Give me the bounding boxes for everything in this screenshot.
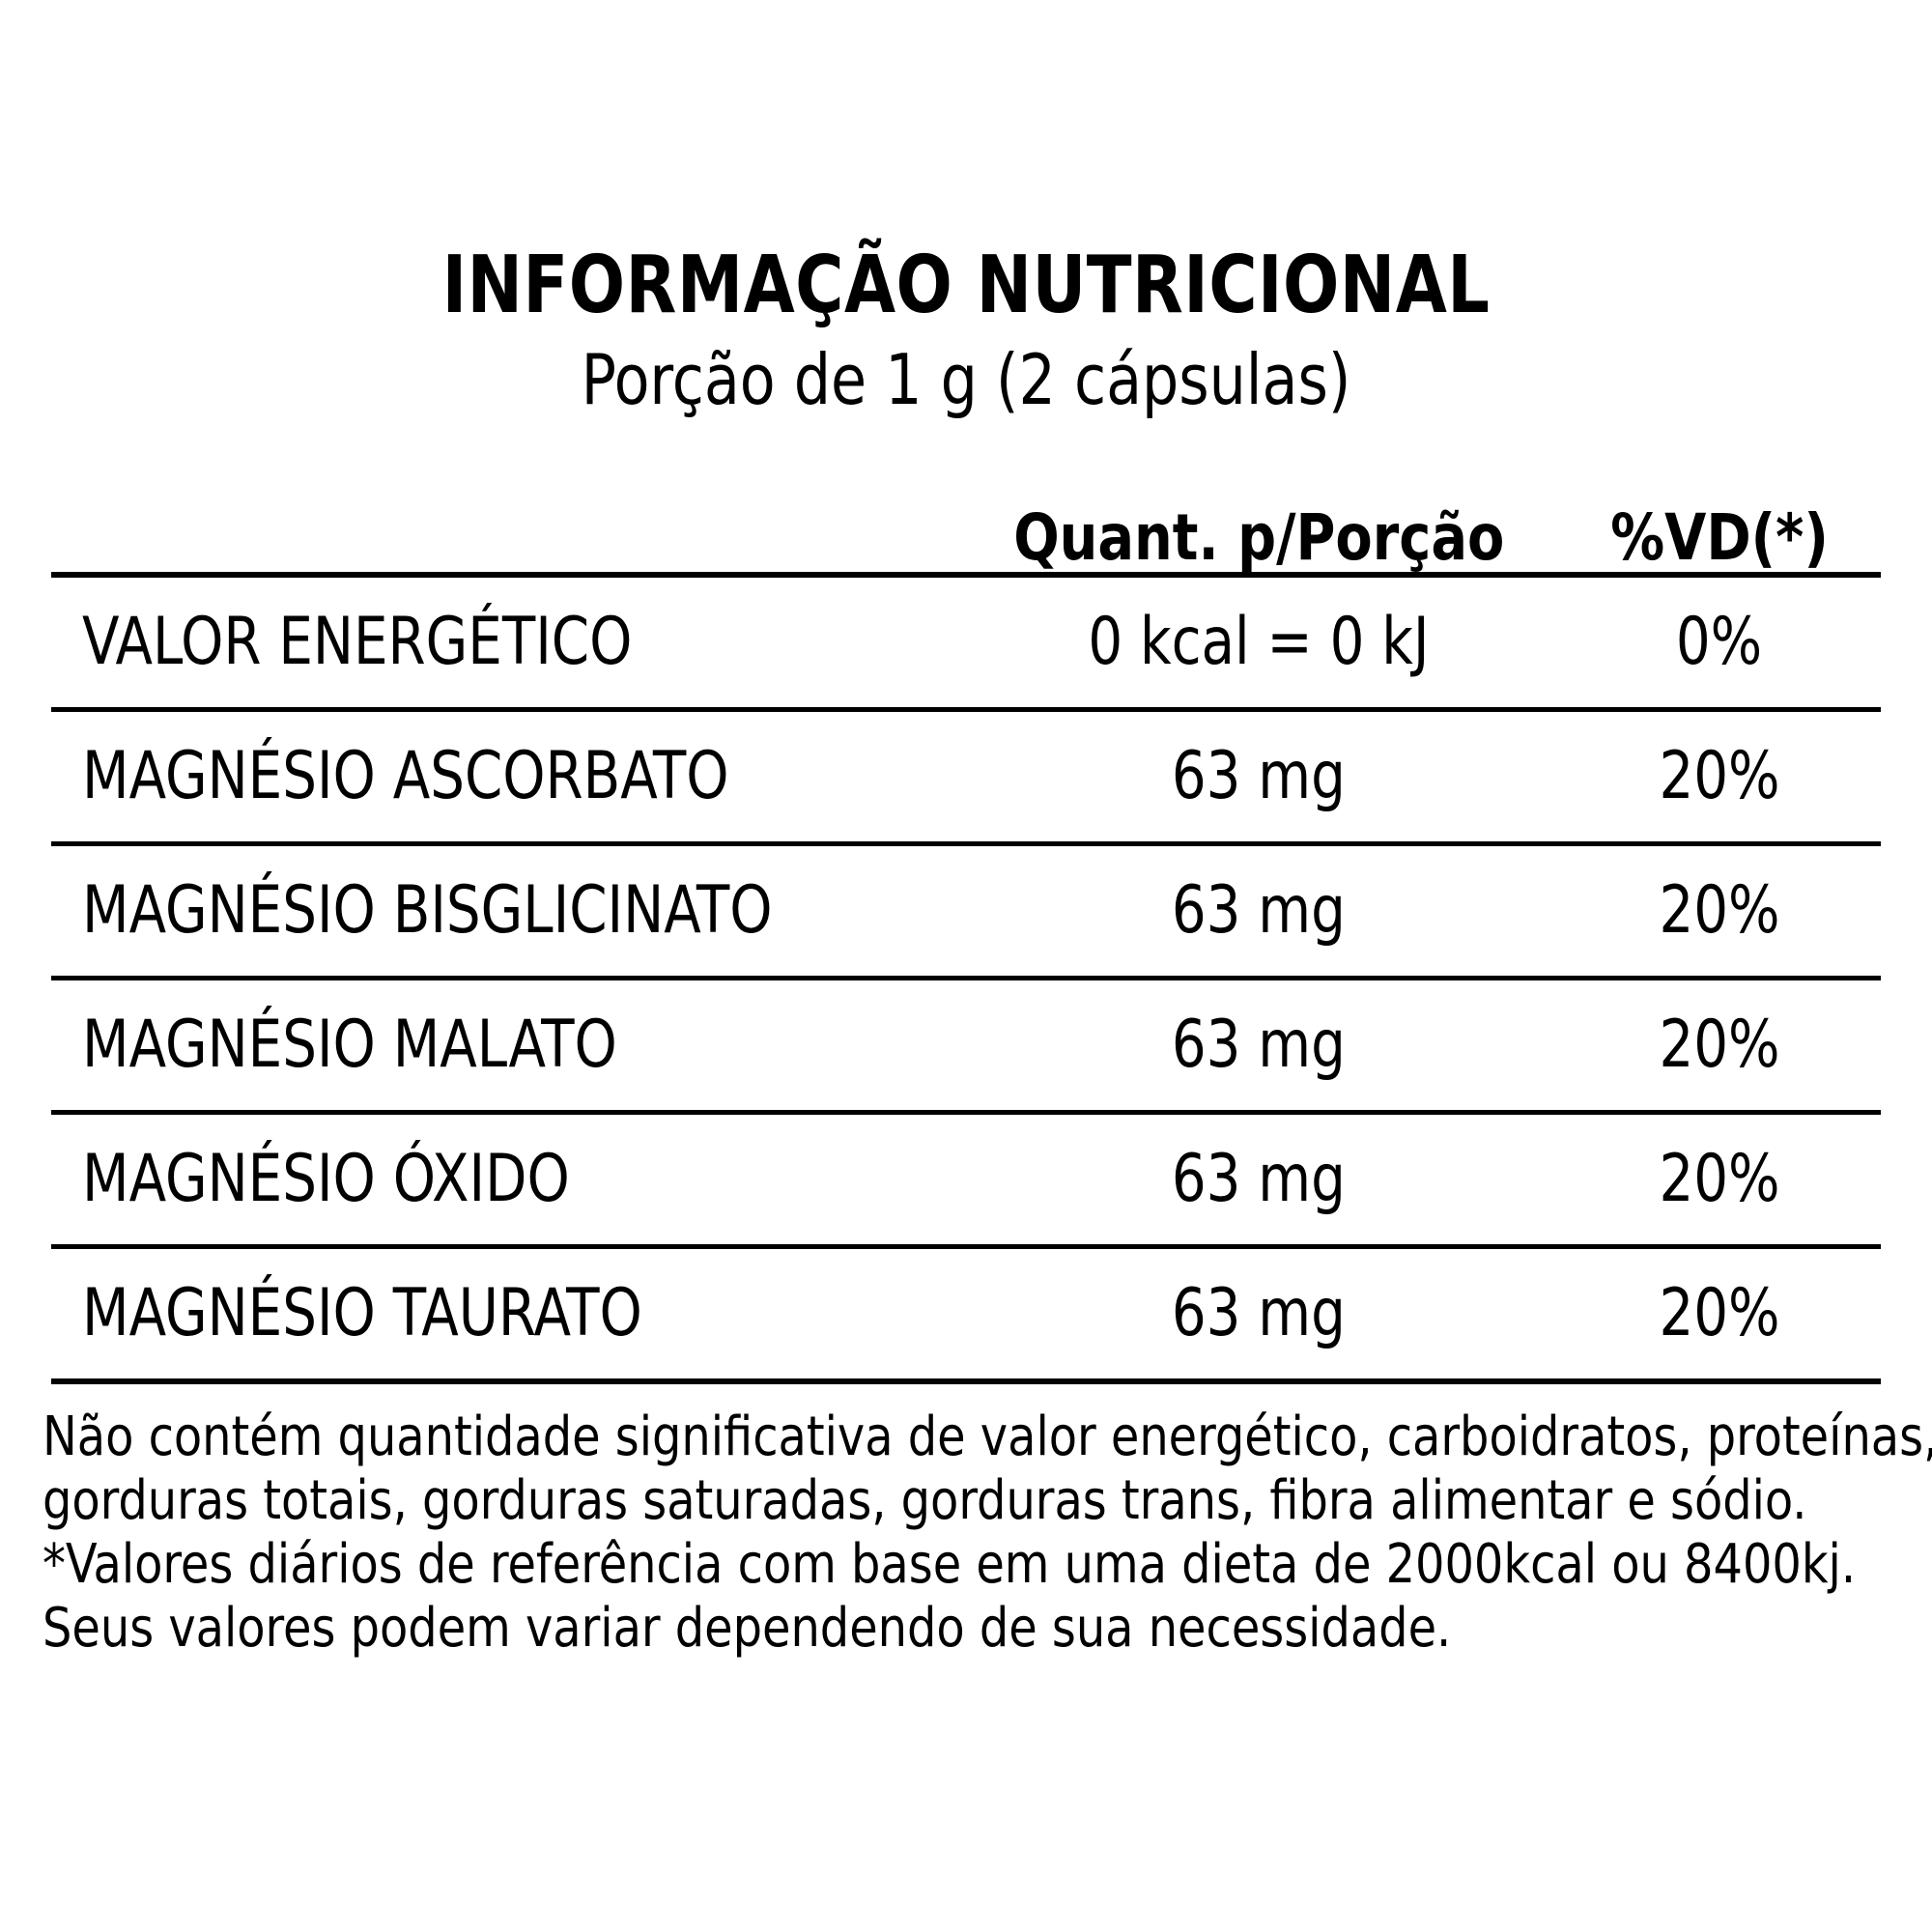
table-row: MAGNÉSIO BISGLICINATO 63 mg 20% bbox=[51, 846, 1881, 976]
column-header-quantity: Quant. p/Porção bbox=[1012, 500, 1505, 575]
row-daily-value: 0% bbox=[1676, 604, 1763, 680]
row-daily-value: 20% bbox=[1659, 1007, 1780, 1083]
row-nutrient-name: MAGNÉSIO MALATO bbox=[82, 1007, 617, 1083]
column-header-nutrient bbox=[51, 552, 959, 570]
column-header-daily-value: %VD(*) bbox=[1610, 500, 1829, 575]
footnote-line: gorduras totais, gorduras saturadas, gor… bbox=[43, 1469, 1807, 1532]
label-heading: INFORMAÇÃO NUTRICIONAL Porção de 1 g (2 … bbox=[0, 240, 1932, 420]
table-header-row: Quant. p/Porção %VD(*) bbox=[51, 483, 1881, 572]
footnote-line: Não contém quantidade significativa de v… bbox=[43, 1406, 1932, 1468]
table-row: MAGNÉSIO ÓXIDO 63 mg 20% bbox=[51, 1115, 1881, 1244]
table-row: MAGNÉSIO MALATO 63 mg 20% bbox=[51, 980, 1881, 1110]
table-row: VALOR ENERGÉTICO 0 kcal = 0 kJ 0% bbox=[51, 578, 1881, 707]
row-nutrient-name: VALOR ENERGÉTICO bbox=[82, 604, 633, 680]
row-nutrient-name: MAGNÉSIO BISGLICINATO bbox=[82, 872, 773, 949]
serving-size-text: Porção de 1 g (2 cápsulas) bbox=[581, 339, 1351, 420]
row-daily-value: 20% bbox=[1659, 1141, 1780, 1217]
table-rule bbox=[51, 1244, 1881, 1249]
row-daily-value: 20% bbox=[1659, 738, 1780, 814]
table-rule-top bbox=[51, 572, 1881, 578]
table-rule bbox=[51, 1110, 1881, 1115]
table-rule bbox=[51, 976, 1881, 980]
row-quantity-value: 0 kcal = 0 kJ bbox=[1088, 604, 1430, 680]
row-nutrient-name: MAGNÉSIO ASCORBATO bbox=[82, 738, 729, 814]
row-nutrient-name: MAGNÉSIO ÓXIDO bbox=[82, 1141, 570, 1217]
table-row: MAGNÉSIO TAURATO 63 mg 20% bbox=[51, 1249, 1881, 1378]
row-quantity-value: 63 mg bbox=[1171, 1007, 1347, 1083]
row-nutrient-name: MAGNÉSIO TAURATO bbox=[82, 1275, 642, 1351]
footnote-block: Não contém quantidade significativa de v… bbox=[43, 1406, 1932, 1661]
table-rule bbox=[51, 841, 1881, 846]
table-row: MAGNÉSIO ASCORBATO 63 mg 20% bbox=[51, 712, 1881, 841]
table-rule bbox=[51, 707, 1881, 712]
row-daily-value: 20% bbox=[1659, 872, 1780, 949]
table-rule-bottom bbox=[51, 1378, 1881, 1384]
row-daily-value: 20% bbox=[1659, 1275, 1780, 1351]
nutrition-table: Quant. p/Porção %VD(*) VALOR ENERGÉTICO … bbox=[51, 483, 1881, 1384]
page-title: INFORMAÇÃO NUTRICIONAL bbox=[441, 240, 1491, 331]
footnote-line: *Valores diários de referência com base … bbox=[43, 1533, 1857, 1596]
row-quantity-value: 63 mg bbox=[1171, 872, 1347, 949]
row-quantity-value: 63 mg bbox=[1171, 1141, 1347, 1217]
row-quantity-value: 63 mg bbox=[1171, 738, 1347, 814]
row-quantity-value: 63 mg bbox=[1171, 1275, 1347, 1351]
footnote-line: Seus valores podem variar dependendo de … bbox=[43, 1597, 1452, 1660]
